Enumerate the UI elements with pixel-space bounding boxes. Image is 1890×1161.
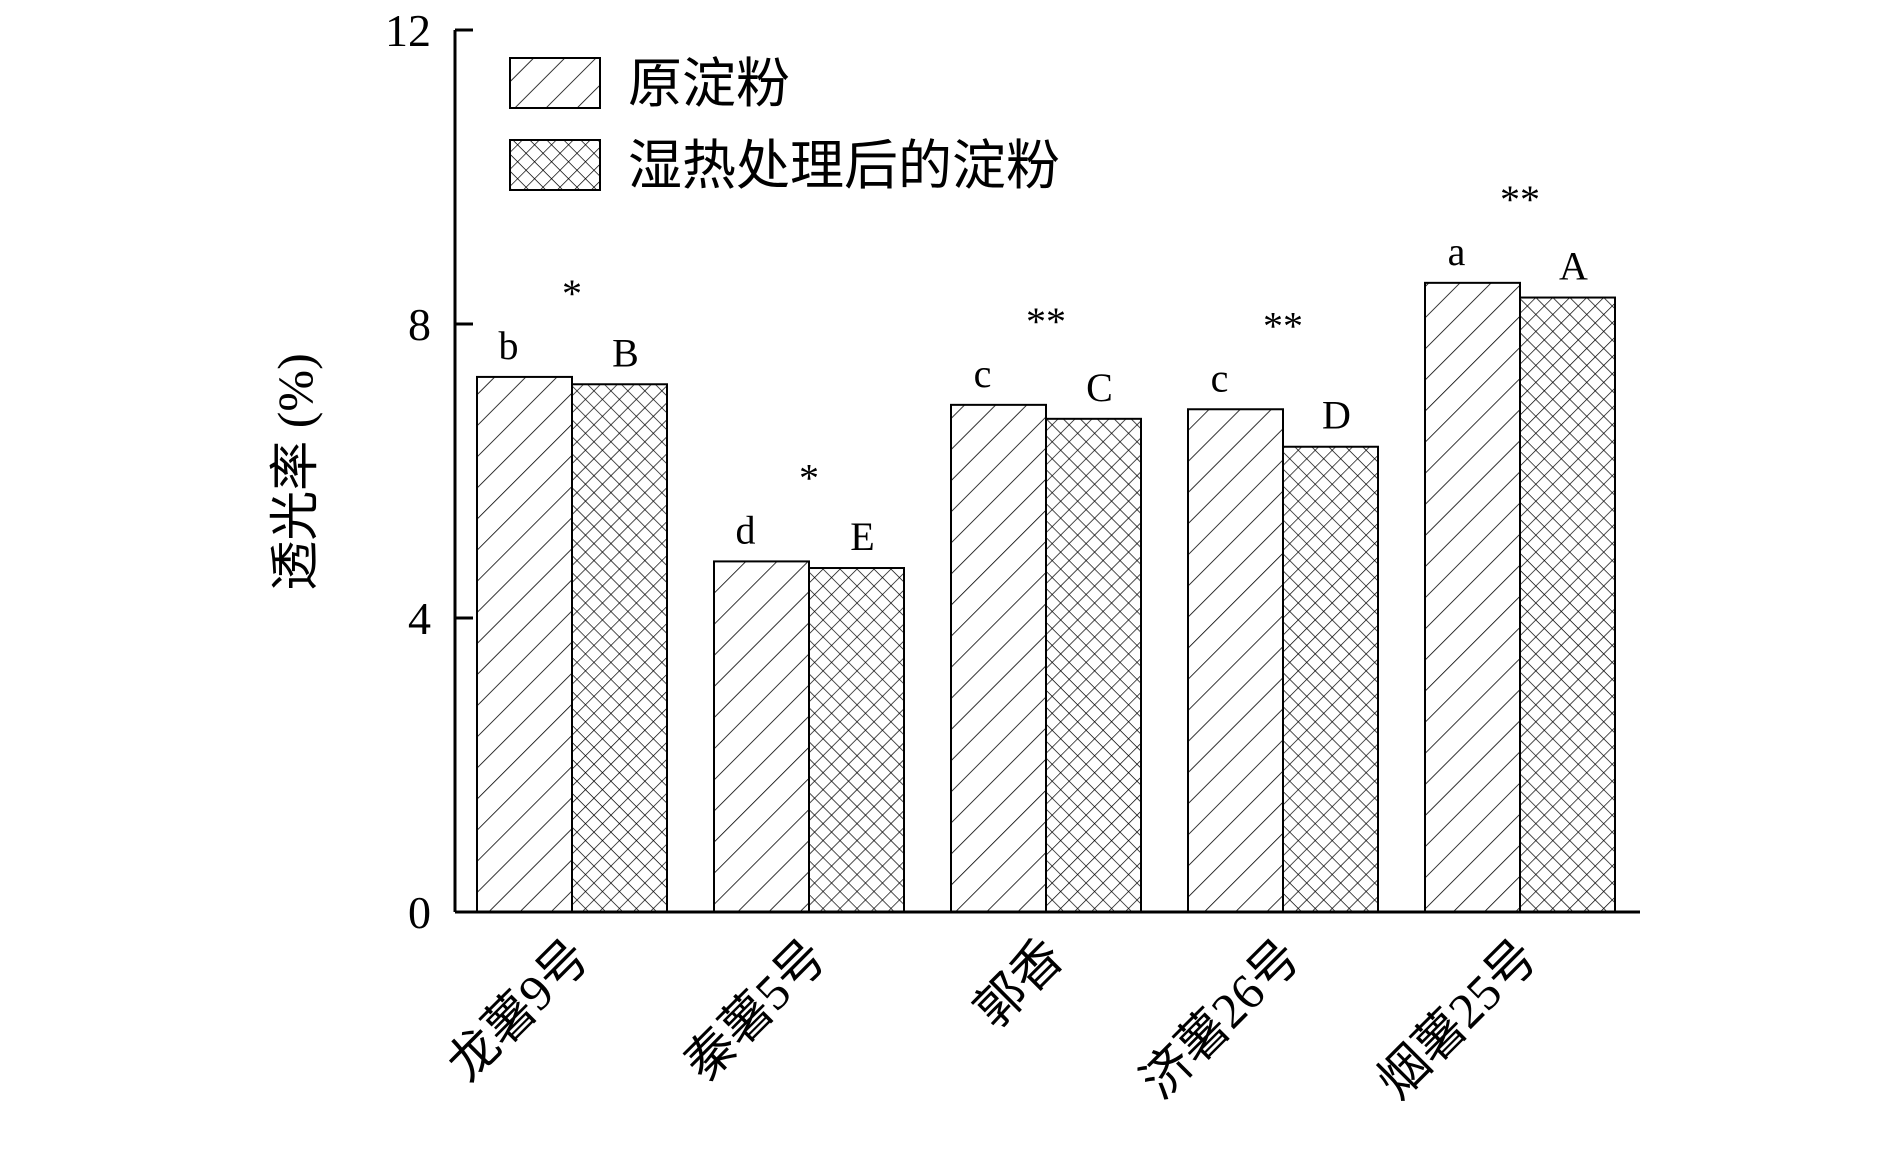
significance-label: *	[799, 455, 819, 500]
bar-native	[476, 375, 573, 914]
bar-letter-label: c	[974, 351, 992, 396]
significance-label: **	[1500, 177, 1540, 222]
bar-native	[1424, 281, 1521, 913]
bar-native	[950, 403, 1047, 913]
category-label: 济薯26号	[1130, 928, 1311, 1109]
category-label: 烟薯25号	[1367, 928, 1548, 1109]
bar-letter-label: a	[1448, 229, 1466, 274]
category-label: 秦薯5号	[673, 928, 836, 1091]
bar-native	[1187, 408, 1284, 913]
legend-swatch	[509, 57, 601, 109]
category-labels: 龙薯9号 秦薯5号 郭香 济薯26号 烟薯25号	[436, 928, 1547, 1109]
bar-letter-label: A	[1559, 244, 1588, 289]
bar-letter-label: d	[736, 507, 756, 552]
significance-label: **	[1026, 299, 1066, 344]
legend-swatch	[509, 139, 601, 191]
y-tick-label: 12	[385, 5, 431, 56]
y-ticks: 0 4 8 12	[385, 5, 473, 938]
bar-letter-label: c	[1211, 355, 1229, 400]
legend-label: 湿热处理后的淀粉	[628, 136, 1060, 196]
bar-letter-label: b	[499, 323, 519, 368]
bar-treated	[1519, 296, 1616, 914]
bar-labels: b B * d E * c C ** c D ** a A **	[499, 177, 1589, 559]
bar-treated	[808, 567, 905, 914]
bar-letter-label: D	[1322, 393, 1351, 438]
y-tick-label: 8	[408, 299, 431, 350]
significance-label: **	[1263, 303, 1303, 348]
category-label: 龙薯9号	[436, 928, 599, 1091]
axes	[453, 30, 1640, 914]
bar-letter-label: C	[1086, 365, 1113, 410]
y-axis-label: 透光率 (%)	[267, 353, 323, 590]
bar-treated	[571, 383, 668, 913]
category-label: 郭香	[963, 928, 1073, 1038]
y-tick-label: 0	[408, 887, 431, 938]
y-tick-label: 4	[408, 593, 431, 644]
bar-native	[713, 560, 810, 914]
significance-label: *	[562, 271, 582, 316]
legend-label: 原淀粉	[628, 54, 790, 114]
bar-treated	[1282, 445, 1379, 913]
bar-letter-label: B	[612, 330, 639, 375]
bar-letter-label: E	[850, 514, 874, 559]
bars	[476, 281, 1616, 914]
bar-treated	[1045, 417, 1142, 913]
